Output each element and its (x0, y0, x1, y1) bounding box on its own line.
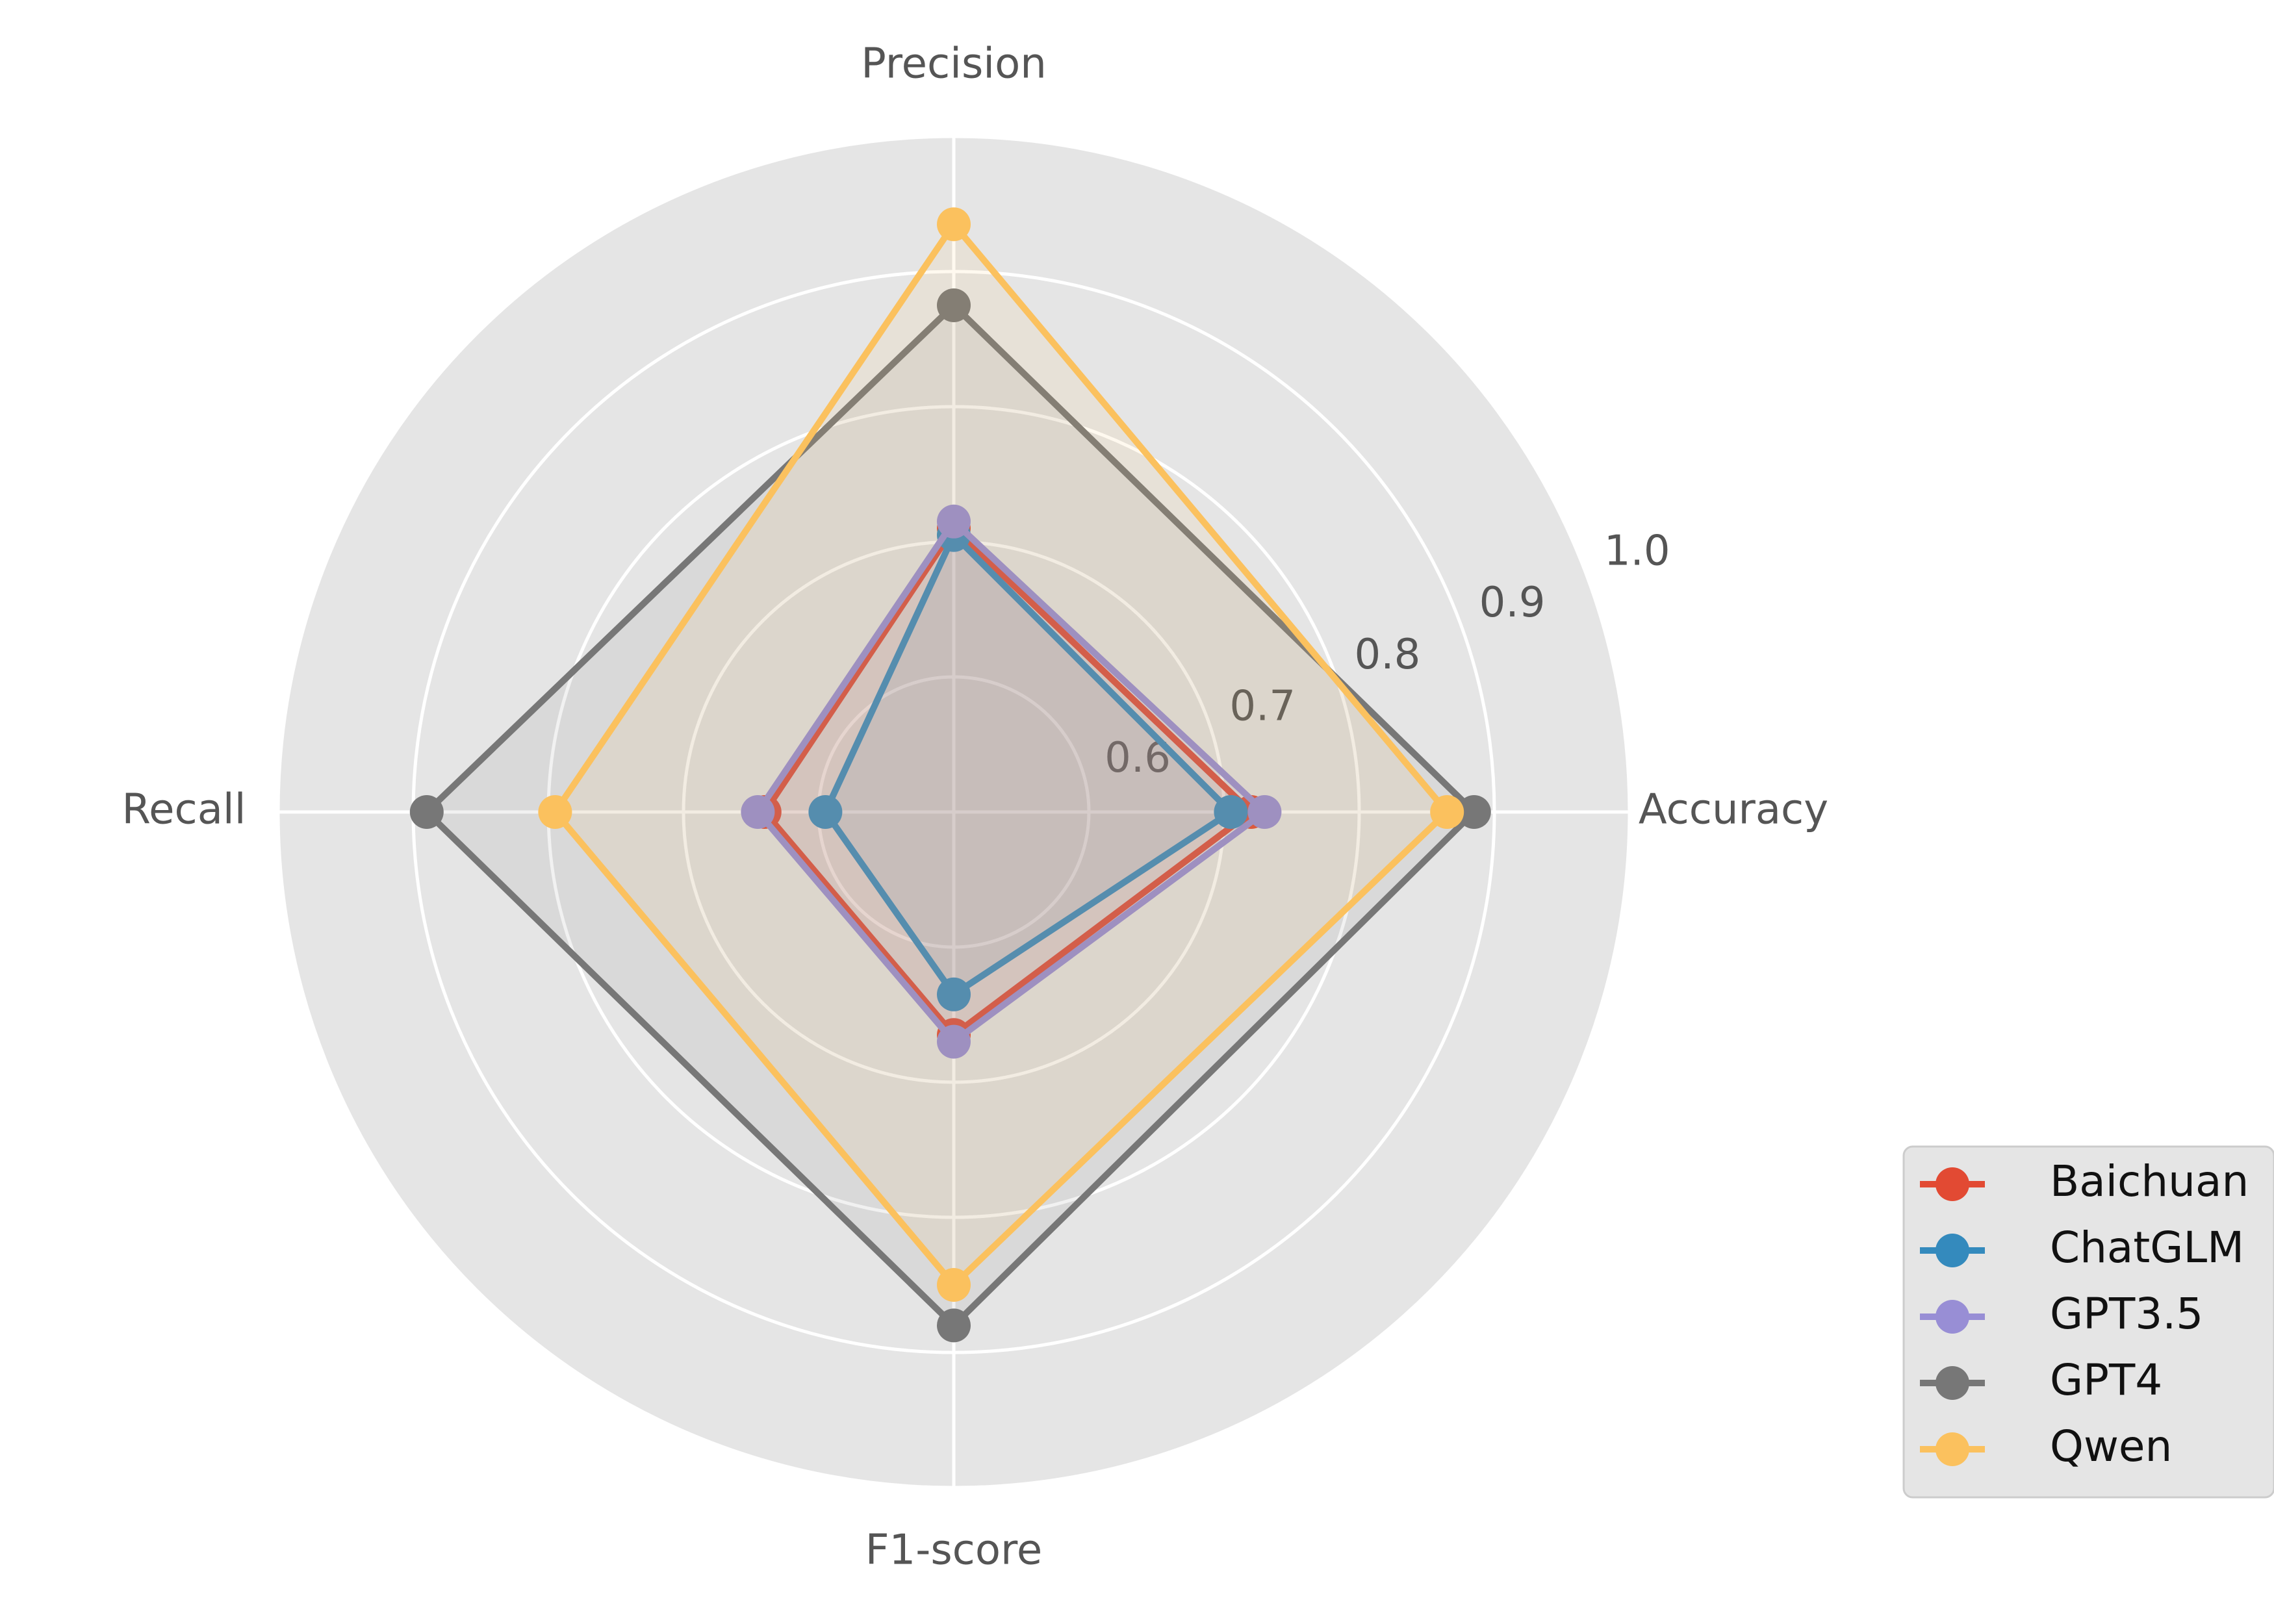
series-layer (409, 207, 1491, 1343)
point-chatglm-recall (808, 795, 843, 829)
series-area-qwen (555, 224, 1448, 1286)
point-gpt4-f1-score (937, 1308, 971, 1343)
axis-label-precision: Precision (861, 40, 1047, 88)
legend-label-gpt3-5: GPT3.5 (2050, 1289, 2203, 1339)
point-qwen-precision (937, 207, 971, 242)
series-area-gpt3-5 (758, 521, 1265, 1042)
legend-item-gpt4: GPT4 (1920, 1355, 2162, 1405)
point-gpt4-recall (409, 795, 444, 829)
radial-tick-labels: 0.60.70.80.91.0 (1105, 527, 1670, 782)
point-chatglm-accuracy (1214, 795, 1248, 829)
point-gpt4-precision (937, 288, 971, 322)
legend-marker-baichuan (1935, 1167, 1969, 1201)
axis-labels: Accuracy Precision Recall F1-score (122, 40, 1829, 1575)
axis-label-f1-score: F1-score (865, 1527, 1043, 1575)
tick-label-3: 0.9 (1479, 579, 1546, 627)
point-gpt3-5-recall (741, 795, 775, 829)
series-gpt3-5 (741, 504, 1282, 1059)
legend-item-gpt3-5: GPT3.5 (1920, 1289, 2203, 1339)
axis-label-recall: Recall (122, 786, 246, 834)
legend-marker-chatglm (1935, 1234, 1969, 1267)
legend-item-qwen: Qwen (1920, 1421, 2172, 1471)
point-gpt3-5-f1-score (937, 1024, 971, 1059)
axis-label-accuracy: Accuracy (1639, 786, 1828, 834)
legend-label-chatglm: ChatGLM (2050, 1223, 2244, 1273)
legend-marker-qwen (1935, 1432, 1969, 1466)
legend-marker-gpt3-5 (1935, 1300, 1969, 1334)
point-gpt3-5-precision (937, 504, 971, 539)
legend-item-baichuan: Baichuan (1920, 1156, 2249, 1206)
point-gpt4-accuracy (1457, 795, 1491, 829)
tick-label-2: 0.8 (1355, 631, 1421, 679)
legend-marker-gpt4 (1935, 1366, 1969, 1400)
legend-item-chatglm: ChatGLM (1920, 1223, 2244, 1273)
series-qwen (538, 207, 1464, 1302)
tick-label-1: 0.7 (1229, 682, 1296, 730)
legend-box (1902, 1145, 2274, 1499)
point-qwen-f1-score (937, 1268, 971, 1302)
tick-label-4: 1.0 (1604, 527, 1670, 576)
series-area-chatglm (825, 535, 1231, 995)
series-area-baichuan (764, 528, 1251, 1035)
series-gpt4 (409, 288, 1491, 1343)
legend-label-baichuan: Baichuan (2050, 1156, 2249, 1206)
point-qwen-recall (538, 795, 572, 829)
point-gpt3-5-accuracy (1247, 795, 1282, 829)
point-qwen-accuracy (1430, 795, 1464, 829)
legend-label-gpt4: GPT4 (2050, 1355, 2162, 1405)
legend-label-qwen: Qwen (2050, 1421, 2172, 1471)
legend: Baichuan ChatGLM GPT3.5 GPT4 Qwen (1902, 1145, 2274, 1499)
point-chatglm-f1-score (937, 977, 971, 1011)
